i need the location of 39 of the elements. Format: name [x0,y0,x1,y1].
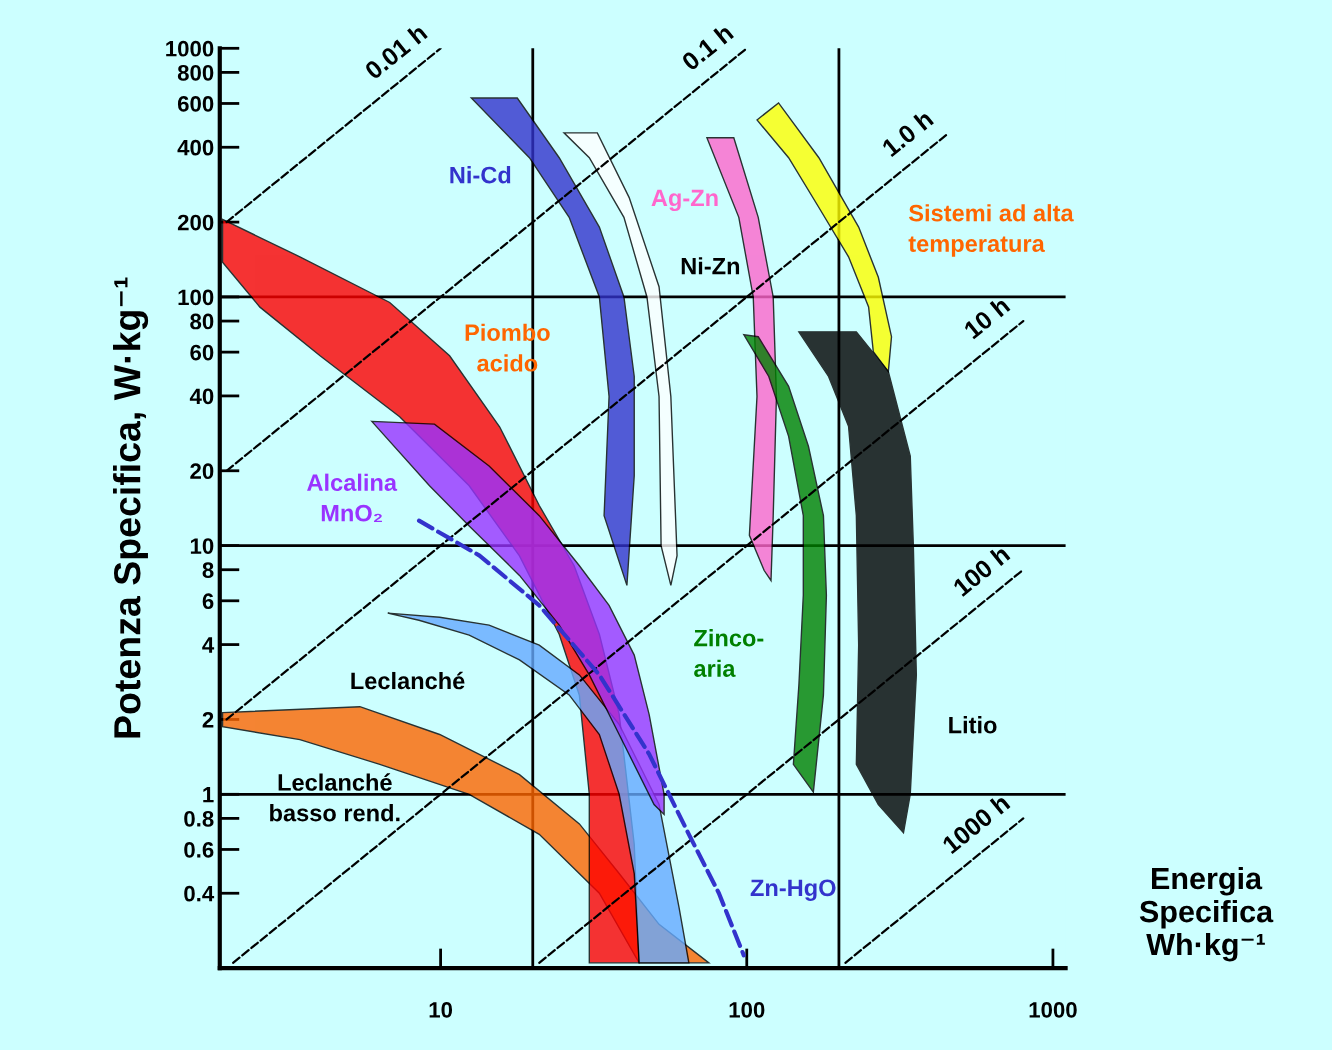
y-tick-label: 80 [190,313,214,330]
y-axis-title: Potenza Specifica, W·kg⁻¹ [113,277,149,738]
y-tick-label: 2 [202,711,214,728]
y-tick-label: 1000 [166,40,214,57]
y-tick-label: 10 [190,538,214,554]
annotation: Ni-Zn [681,257,740,275]
text: 100 h [951,544,1011,597]
x-axis-title: Energia Specifica Wh·kg⁻¹ [1139,866,1274,962]
y-tick-label: 200 [177,214,214,231]
x-tick-label: 10 [429,1002,453,1018]
y-tick-label: 800 [177,64,214,81]
y-tick-label: 400 [177,139,214,156]
y-tick-label: 60 [190,344,214,361]
y-tick-label: 0.6 [184,841,214,858]
y-tick-label: 0.4 [184,885,215,902]
y-tick-label: 6 [202,593,214,610]
series-label: Zinco- aria [694,629,764,677]
y-tick-label: 8 [202,562,214,578]
annotation: Sistemi ad alta temperatura [908,204,1074,257]
x-tick-label: 1000 [1029,1002,1077,1018]
annotation: Leclanché basso rend. [270,773,400,822]
y-tick-label: 1 [203,787,214,803]
text: 10 h [962,295,1011,340]
series-label: Litio [949,716,997,734]
series-label: Ni-Cd [450,166,511,184]
y-tick-label: 40 [189,388,214,405]
text: 1.0 h [880,109,935,158]
text: 0.1 h [680,22,735,72]
y-tick-label: 600 [177,96,214,112]
annotation: Leclanché [351,671,465,690]
y-tick-label: 4 [202,637,215,653]
y-tick-label: 20 [190,463,214,480]
x-tick-label: 100 [729,1002,765,1018]
series-label: Alcalina MnO₂ [307,473,398,523]
series-label: Zn-HgO [750,879,836,901]
text: 0.01 h [363,22,428,81]
y-tick-label: 100 [178,289,214,306]
y-tick-label: 0.8 [184,810,214,827]
series-label: Ag-Zn [651,189,718,212]
